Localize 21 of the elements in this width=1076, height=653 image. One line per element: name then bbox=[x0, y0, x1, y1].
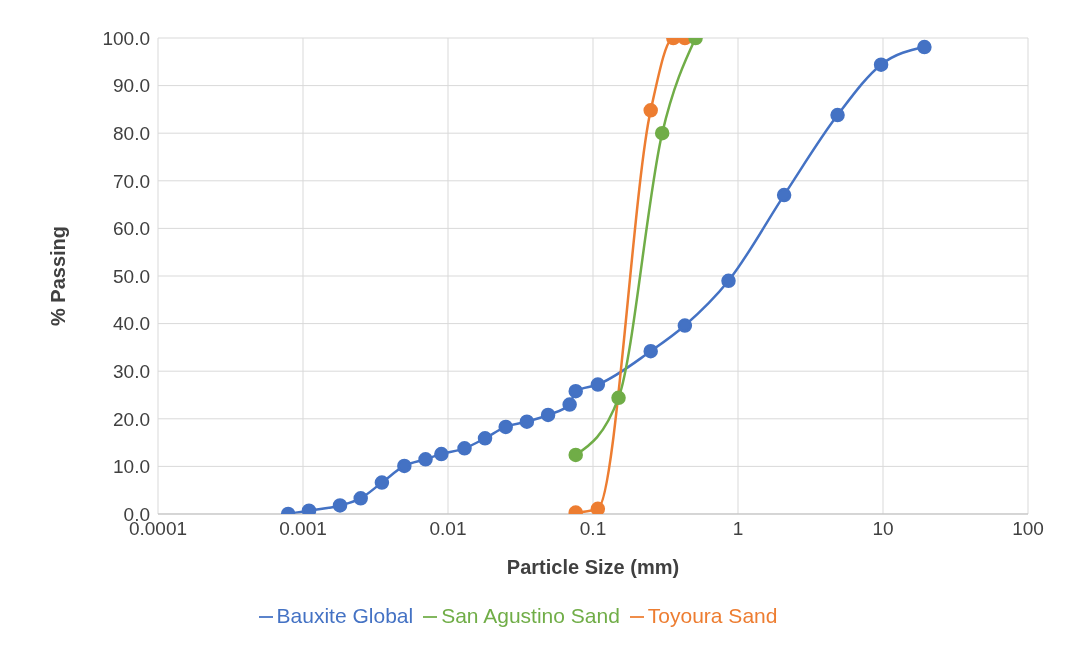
y-tick-label: 40.0 bbox=[113, 313, 150, 335]
x-tick-label: 0.001 bbox=[279, 518, 327, 540]
legend-label: Bauxite Global bbox=[276, 604, 414, 627]
y-tick-label: 80.0 bbox=[113, 122, 150, 144]
x-tick-label: 10 bbox=[872, 518, 894, 540]
x-tick-label: 100 bbox=[1012, 518, 1044, 540]
y-tick-label: 100.0 bbox=[102, 27, 150, 49]
legend-label: Toyoura Sand bbox=[647, 604, 778, 627]
x-tick-label: 0.1 bbox=[579, 518, 607, 540]
x-tick-label: 1 bbox=[732, 518, 744, 540]
x-axis-title: Particle Size (mm) bbox=[506, 556, 680, 578]
y-tick-label: 70.0 bbox=[113, 170, 150, 192]
y-tick-label: 90.0 bbox=[113, 75, 150, 97]
y-tick-label: 20.0 bbox=[113, 408, 150, 430]
y-tick-label: 60.0 bbox=[113, 218, 150, 240]
y-tick-label: 30.0 bbox=[113, 360, 150, 382]
x-tick-label: 0.01 bbox=[429, 518, 467, 540]
y-axis-title: % Passing bbox=[47, 225, 70, 327]
y-tick-label: 50.0 bbox=[113, 265, 150, 287]
legend-label: San Agustino Sand bbox=[441, 604, 620, 627]
y-tick-label: 10.0 bbox=[113, 456, 150, 478]
